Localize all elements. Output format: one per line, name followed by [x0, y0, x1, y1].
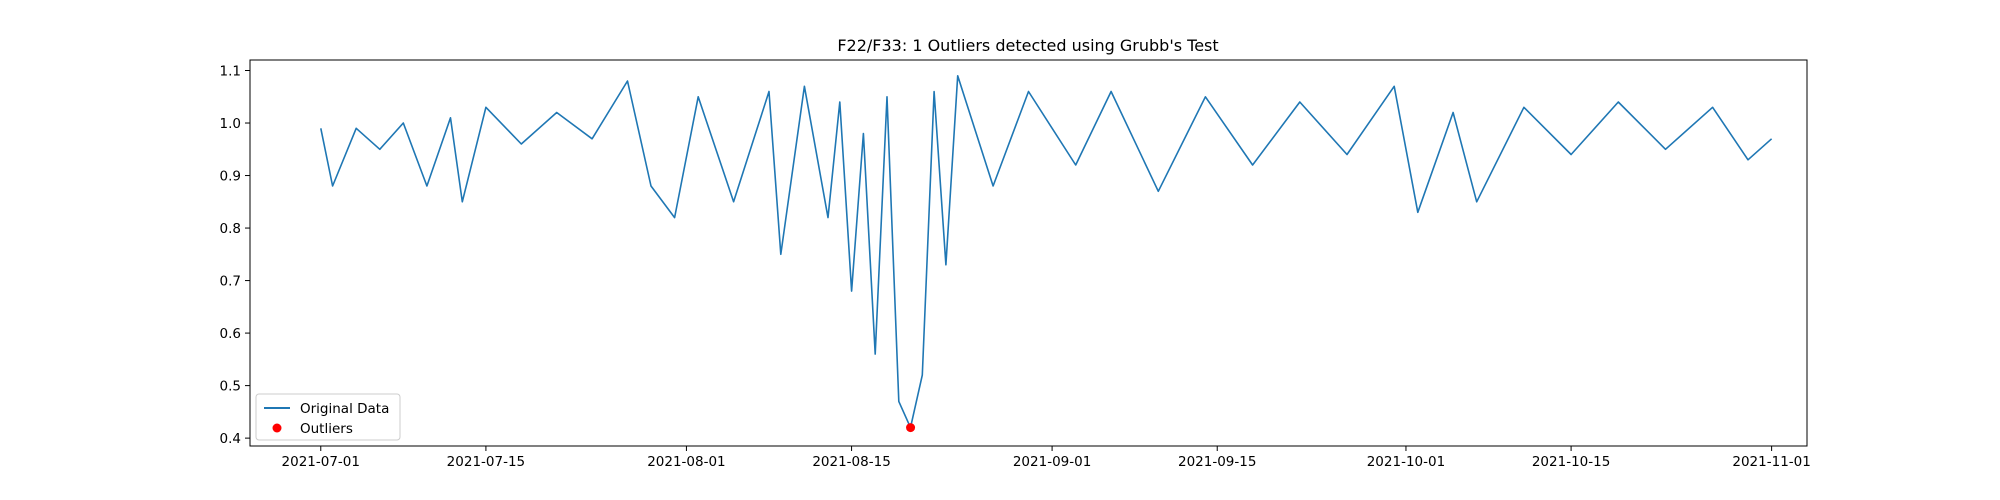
x-tick-label: 2021-07-01: [282, 454, 360, 470]
outlier-point: [906, 423, 916, 433]
plot-area: [320, 75, 1773, 433]
x-tick-label: 2021-11-01: [1732, 454, 1810, 470]
x-tick-label: 2021-08-01: [647, 454, 725, 470]
y-tick-label: 0.9: [220, 169, 241, 185]
x-tick-label: 2021-08-15: [812, 454, 890, 470]
x-tick-label: 2021-10-01: [1367, 454, 1445, 470]
y-tick-label: 0.7: [220, 274, 241, 290]
y-tick-label: 0.6: [220, 326, 241, 342]
y-tick-label: 1.0: [220, 116, 241, 132]
y-tick-label: 0.4: [220, 431, 241, 447]
legend-box: [255, 393, 401, 441]
x-axis: 2021-07-01 2021-07-15 2021-08-01 2021-08-15…: [282, 446, 1811, 470]
y-tick-label: 0.5: [220, 379, 241, 395]
legend: Original Data Outliers: [255, 393, 401, 441]
y-tick-label: 1.1: [220, 64, 241, 80]
chart-title: F22/F33: 1 Outliers detected using Grubb…: [837, 36, 1218, 55]
plot-frame: [249, 59, 1808, 447]
series-line-original-data: [320, 75, 1773, 429]
x-tick-label: 2021-07-15: [447, 454, 525, 470]
x-tick-label: 2021-10-15: [1532, 454, 1610, 470]
y-axis: 0.4 0.5 0.6 0.7 0.8 0.9 1.0 1.1: [220, 64, 250, 447]
legend-label: Outliers: [300, 421, 353, 437]
legend-label: Original Data: [300, 401, 389, 417]
x-tick-label: 2021-09-15: [1178, 454, 1256, 470]
legend-dot-marker: [272, 423, 282, 433]
x-tick-label: 2021-09-01: [1013, 454, 1091, 470]
y-tick-label: 0.8: [220, 221, 241, 237]
